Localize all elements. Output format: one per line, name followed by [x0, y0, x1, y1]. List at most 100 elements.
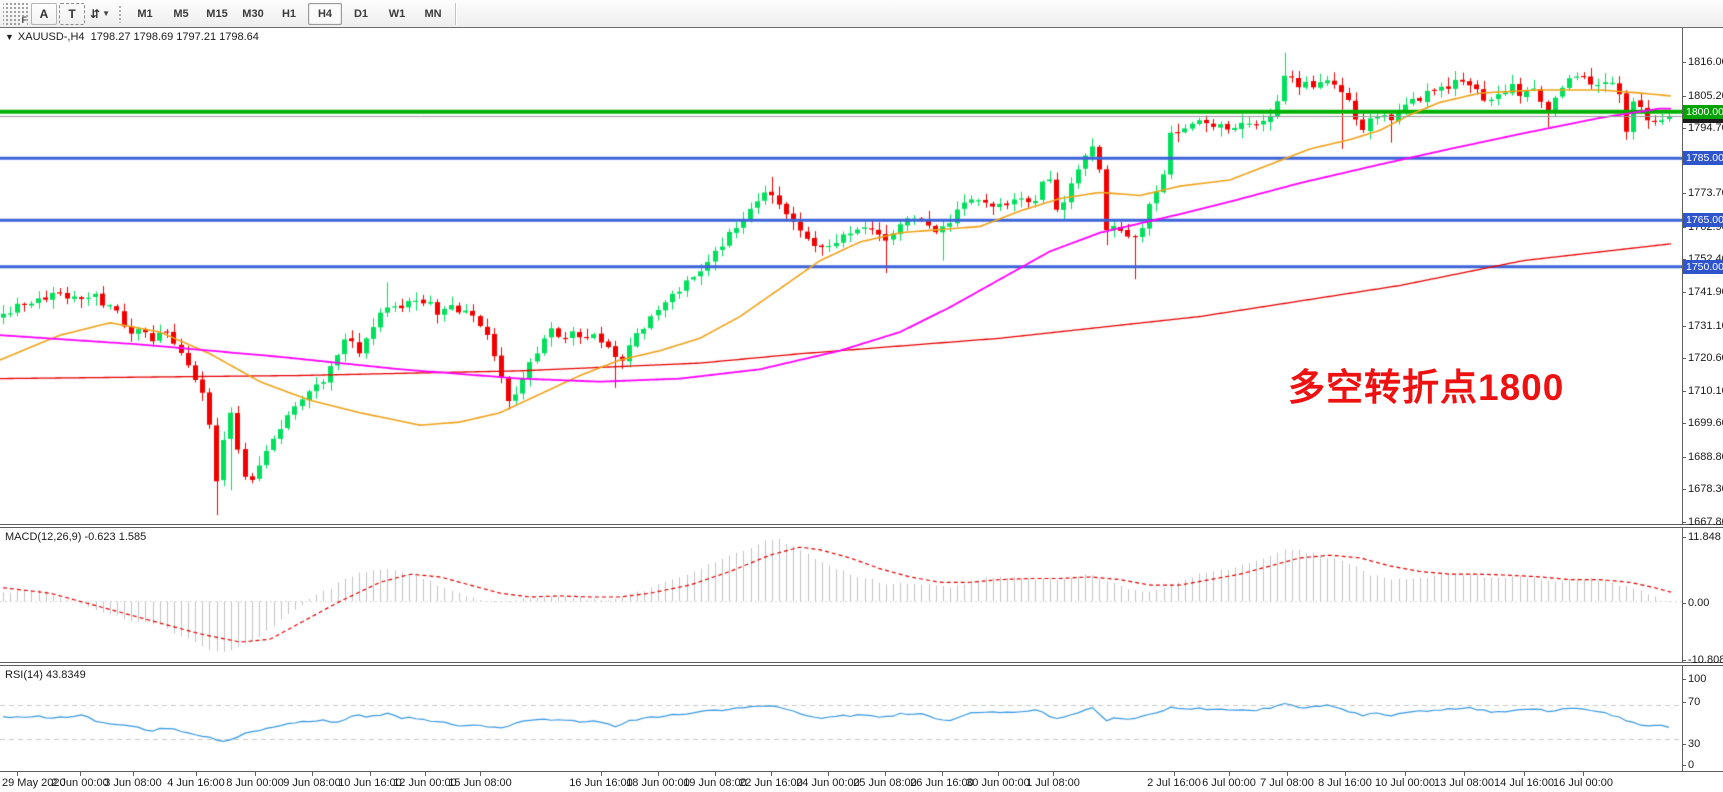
- time-tick: [601, 772, 602, 776]
- price-badge-1785.00: 1785.00: [1683, 151, 1723, 166]
- axis-tick: [1682, 325, 1686, 327]
- price-axis-label: 1688.80: [1688, 450, 1723, 463]
- time-tick: [771, 772, 772, 776]
- axis-tick: [1682, 765, 1686, 766]
- time-tick: [17, 772, 18, 776]
- price-axis-label: 1720.60: [1688, 352, 1723, 365]
- timeframe-d1[interactable]: D1: [353, 7, 369, 20]
- dropdown-caret-icon: ▼: [102, 9, 110, 18]
- chart-dropdown-icon[interactable]: ▼: [5, 32, 14, 42]
- time-tick: [1524, 772, 1525, 776]
- time-axis-label: 14 Jul 16:00: [1494, 777, 1554, 789]
- axis-tick: [1682, 226, 1686, 228]
- time-tick: [1405, 772, 1406, 776]
- toolbar: F A T ⇵ ▼ M1 M5 M15 M30 H1 H4 D1 W1 MN: [0, 0, 1723, 28]
- toolbar-drag-handle[interactable]: [118, 4, 123, 23]
- rsi-panel: RSI(14) 43.8349 100 70 30 0: [0, 665, 1723, 772]
- price-badge-1750.00: 1750.00: [1683, 259, 1723, 274]
- chart-symbol-period: XAUUSD-,H4: [17, 31, 85, 43]
- annotate-text-button[interactable]: A: [31, 2, 57, 25]
- time-axis-label: 7 Jul 08:00: [1260, 777, 1314, 789]
- time-tick: [1053, 772, 1054, 776]
- timeframe-w1[interactable]: W1: [388, 7, 406, 20]
- time-tick: [885, 772, 886, 776]
- rsi-canvas[interactable]: [0, 666, 1682, 771]
- timeframe-m5[interactable]: M5: [173, 7, 189, 20]
- time-axis-label: 30 Jun 00:00: [966, 777, 1030, 789]
- timeframe-h1[interactable]: H1: [281, 7, 297, 20]
- price-axis-label: 1805.20: [1688, 89, 1723, 102]
- axis-tick: [1682, 128, 1686, 130]
- timeframe-m15[interactable]: M15: [206, 7, 228, 20]
- axis-tick: [1682, 660, 1686, 661]
- price-axis-label: 1773.70: [1688, 187, 1723, 200]
- axis-tick: [1682, 358, 1686, 360]
- time-tick: [312, 772, 313, 776]
- time-axis[interactable]: 29 May 2020 2 Jun 00:00 3 Jun 08:00 4 Jun 1…: [0, 772, 1723, 792]
- time-tick: [998, 772, 999, 776]
- toolbar-separator: [455, 2, 456, 25]
- time-tick: [1464, 772, 1465, 776]
- time-axis-label: 16 Jul 00:00: [1553, 777, 1613, 789]
- macd-axis-label: -10.808: [1688, 654, 1723, 666]
- axis-tick: [1682, 423, 1686, 425]
- time-tick: [480, 772, 481, 776]
- time-tick: [828, 772, 829, 776]
- time-axis-label: 6 Jul 00:00: [1202, 777, 1256, 789]
- rsi-axis-label: 30: [1688, 738, 1701, 750]
- time-axis-label: 12 Jun 00:00: [393, 777, 457, 789]
- axis-tick: [1682, 390, 1686, 392]
- rsi-axis-label: 100: [1688, 673, 1707, 685]
- time-axis-label: 8 Jun 00:00: [226, 777, 284, 789]
- axis-tick: [1682, 489, 1686, 491]
- time-axis-label: 16 Jun 16:00: [569, 777, 633, 789]
- price-axis-label: 1678.30: [1688, 483, 1723, 496]
- time-axis-label: 2 Jun 00:00: [51, 777, 109, 789]
- time-tick: [133, 772, 134, 776]
- price-axis-label: 1741.90: [1688, 286, 1723, 298]
- axis-tick: [1682, 537, 1686, 538]
- time-axis-label: 19 Jun 08:00: [683, 777, 747, 789]
- time-axis-label: 22 Jun 16:00: [739, 777, 803, 789]
- arrange-objects-button[interactable]: ⇵ ▼: [90, 6, 110, 21]
- axis-tick: [1682, 62, 1686, 63]
- timeframe-m1[interactable]: M1: [137, 7, 153, 20]
- chart-window: ▼ XAUUSD-,H4 1798.27 1798.69 1797.21 1798…: [0, 27, 1723, 792]
- axis-tick: [1682, 679, 1686, 680]
- time-tick: [425, 772, 426, 776]
- axis-tick: [1682, 456, 1686, 458]
- chart-title: ▼ XAUUSD-,H4 1798.27 1798.69 1797.21 1798…: [5, 31, 259, 43]
- rsi-axis-label: 0: [1688, 759, 1695, 771]
- time-axis-label: 2 Jul 16:00: [1147, 777, 1201, 789]
- chart-shift-icon[interactable]: F: [3, 2, 29, 25]
- time-axis-label: 25 Jun 08:00: [853, 777, 917, 789]
- time-tick: [1583, 772, 1584, 776]
- price-axis-label: 1794.70: [1688, 122, 1723, 135]
- timeframe-m30[interactable]: M30: [242, 7, 264, 20]
- time-axis-label: 3 Jun 08:00: [104, 777, 162, 789]
- axis-tick: [1682, 744, 1686, 745]
- time-tick: [1174, 772, 1175, 776]
- price-chart-canvas[interactable]: [0, 28, 1682, 524]
- macd-canvas[interactable]: [0, 528, 1682, 662]
- time-axis-label: 24 Jun 00:00: [796, 777, 860, 789]
- timeframe-mn[interactable]: MN: [424, 7, 442, 20]
- chart-annotation-text[interactable]: 多空转折点1800: [1288, 367, 1565, 408]
- time-tick: [196, 772, 197, 776]
- chart-ohlc-values: 1798.27 1798.69 1797.21 1798.64: [90, 31, 259, 43]
- time-axis-label: 15 Jun 08:00: [448, 777, 512, 789]
- time-tick: [255, 772, 256, 776]
- rsi-axis-label: 70: [1688, 696, 1701, 708]
- rsi-label: RSI(14) 43.8349: [5, 669, 86, 681]
- price-axis-border: [1682, 28, 1683, 524]
- price-axis-label: 1699.60: [1688, 417, 1723, 430]
- price-axis-label: 1816.00: [1688, 56, 1723, 68]
- axis-tick: [1682, 193, 1686, 195]
- time-tick: [1345, 772, 1346, 776]
- timeframe-h4[interactable]: H4: [308, 2, 342, 25]
- time-axis-label: 18 Jun 00:00: [626, 777, 690, 789]
- text-label-tool-button[interactable]: T: [59, 2, 85, 25]
- time-tick: [1229, 772, 1230, 776]
- axis-tick: [1682, 702, 1686, 703]
